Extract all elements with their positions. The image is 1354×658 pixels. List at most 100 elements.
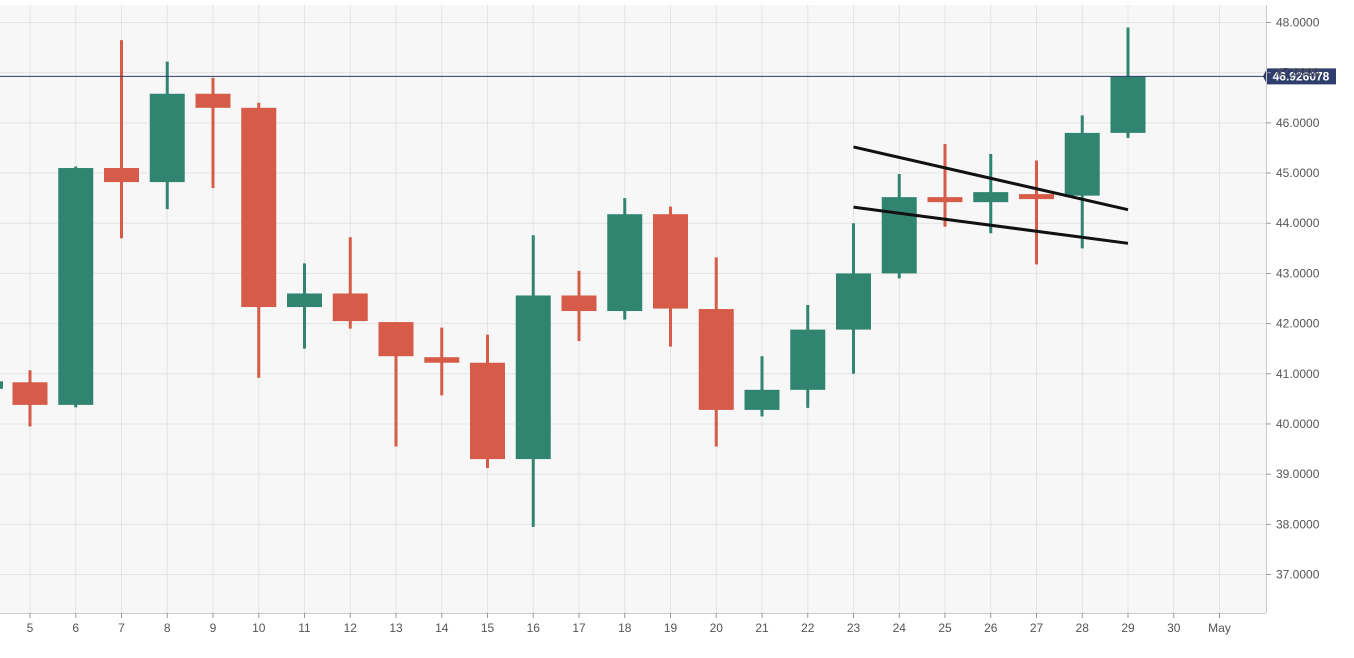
current-price-label: 46.926078 (1273, 69, 1330, 83)
x-tick-label: 25 (938, 621, 952, 635)
candle-18 (607, 198, 643, 320)
candle-5 (12, 370, 48, 427)
x-tick-label: 30 (1167, 621, 1181, 635)
candle-body (698, 309, 734, 410)
trendline-1 (853, 145, 1129, 212)
current-price-label-bg (1266, 68, 1336, 85)
x-tick-label: 12 (344, 621, 358, 635)
x-tick-label: 6 (72, 621, 79, 635)
candle-body (927, 197, 963, 203)
candle-29 (1110, 27, 1146, 138)
candle-26 (973, 153, 1009, 234)
x-tick-label: 18 (618, 621, 632, 635)
x-tick-label: 7 (118, 621, 125, 635)
candle-body (241, 107, 277, 308)
x-tick-label: 29 (1121, 621, 1135, 635)
candle-16 (515, 235, 551, 527)
candle-body (332, 293, 368, 322)
candle-8 (149, 61, 185, 210)
candle-21 (744, 356, 780, 417)
candle-20 (698, 257, 734, 447)
candle-body (1110, 76, 1146, 133)
candle-body (58, 168, 94, 405)
candle-body (836, 273, 871, 330)
candle-body (195, 93, 231, 108)
x-tick-label: 14 (435, 621, 449, 635)
candle-body (881, 197, 917, 274)
x-tick-label: 13 (389, 621, 403, 635)
candle-body (378, 322, 414, 357)
x-tick-label: 5 (27, 621, 34, 635)
x-tick-label: 21 (755, 621, 769, 635)
axes: 37.0000 38.0000 39.0000 40.0000 41.0000 42.00… (0, 5, 1320, 635)
candle-body (561, 295, 597, 312)
candle-9 (195, 77, 231, 189)
x-tick-label: 23 (847, 621, 861, 635)
candle-body (104, 168, 139, 183)
candle-27 (1019, 160, 1054, 265)
candle-6 (58, 166, 94, 408)
candle-19 (653, 206, 688, 347)
candle-28 (1064, 115, 1100, 249)
candle-body (1064, 132, 1100, 196)
candle-body (149, 93, 185, 183)
candle-14 (424, 327, 460, 396)
y-tick-label: 42.0000 (1276, 317, 1320, 331)
grid-lines (0, 5, 1266, 613)
x-tick-label: 17 (572, 621, 586, 635)
candle-7 (104, 40, 139, 239)
x-tick-label: 28 (1076, 621, 1090, 635)
x-tick-label: 8 (164, 621, 171, 635)
y-tick-label: 37.0000 (1276, 568, 1320, 582)
x-tick-label: 19 (664, 621, 678, 635)
trendlines (853, 145, 1129, 245)
x-tick-label: 20 (710, 621, 724, 635)
y-tick-label: 41.0000 (1276, 367, 1320, 381)
candle-11 (287, 263, 322, 349)
candle-15 (470, 334, 505, 469)
y-tick-label: 43.0000 (1276, 266, 1320, 280)
candle-body (424, 357, 460, 363)
x-tick-label: 26 (984, 621, 998, 635)
x-tick-label: 16 (527, 621, 541, 635)
candle-17 (561, 270, 597, 342)
y-tick-label: 47.0000 (1276, 66, 1320, 80)
y-tick-label: 48.0000 (1276, 16, 1320, 30)
x-tick-label: 24 (893, 621, 907, 635)
candle-22 (790, 305, 826, 408)
x-tick-label: 9 (210, 621, 217, 635)
candle-13 (378, 322, 414, 447)
y-tick-label: 38.0000 (1276, 517, 1320, 531)
candle-partial (0, 381, 3, 389)
candle-25 (927, 143, 963, 227)
candle-body (653, 214, 688, 309)
candle-series (0, 27, 1146, 527)
x-tick-label: 10 (252, 621, 266, 635)
candle-24 (881, 174, 917, 279)
candle-body (973, 192, 1009, 203)
candle-body (287, 293, 322, 308)
x-tick-label: 27 (1030, 621, 1044, 635)
candle-10 (241, 102, 277, 378)
x-tick-label: 22 (801, 621, 815, 635)
y-tick-label: 44.0000 (1276, 216, 1320, 230)
x-tick-label: 11 (298, 621, 311, 635)
candle-body (1019, 194, 1054, 200)
candle-body (744, 389, 780, 410)
x-tick-label: 15 (481, 621, 495, 635)
candle-body (470, 362, 505, 460)
y-tick-label: 46.0000 (1276, 116, 1320, 130)
candle-body (12, 382, 48, 405)
candle-body (790, 329, 826, 390)
candle-23 (836, 223, 871, 374)
candle-12 (332, 237, 368, 329)
x-tick-label: May (1208, 621, 1231, 635)
candle-body (607, 214, 643, 312)
y-tick-label: 45.0000 (1276, 166, 1320, 180)
candle-body (515, 295, 551, 460)
y-tick-label: 40.0000 (1276, 417, 1320, 431)
current-price-marker: 46.926078 (0, 68, 1336, 85)
y-tick-label: 39.0000 (1276, 467, 1320, 481)
